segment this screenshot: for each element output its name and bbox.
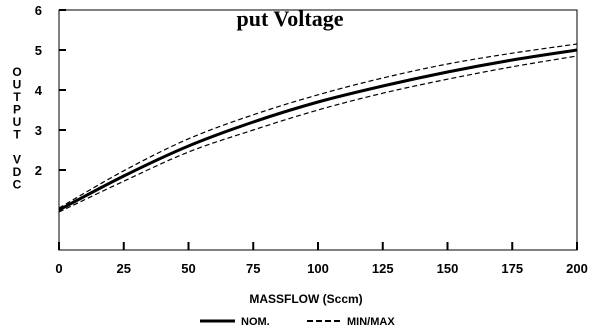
y-tick-label: 6 <box>35 3 42 18</box>
y-tick-label: 5 <box>35 43 42 58</box>
x-tick-label: 75 <box>246 261 260 276</box>
series-nom-line <box>58 48 578 212</box>
x-tick-label: 175 <box>501 261 523 276</box>
plot-area <box>58 9 578 251</box>
legend-minmax-label: MIN/MAX <box>347 316 395 327</box>
y-axis-label-char: U <box>13 115 22 129</box>
x-tick-label: 200 <box>566 261 588 276</box>
y-axis-label-char: D <box>13 165 22 179</box>
y-axis-label-char: V <box>13 153 21 167</box>
y-axis-label-char: T <box>13 128 21 142</box>
legend: NOM. MIN/MAX <box>200 316 395 327</box>
series-minmax-line-1 <box>58 43 578 209</box>
y-tick-label: 4 <box>35 83 43 98</box>
y-axis-label-char: T <box>13 90 21 104</box>
x-tick-label: 100 <box>307 261 329 276</box>
x-ticks: 0 25 50 75 100 125 150 175 200 <box>55 242 588 276</box>
y-axis-label-char: C <box>13 178 22 192</box>
series-minmax-line-2 <box>58 55 578 213</box>
x-tick-label: 125 <box>372 261 394 276</box>
y-tick-label: 3 <box>35 123 42 138</box>
y-axis-label-char: O <box>12 65 21 79</box>
x-axis-title: MASSFLOW (Sccm) <box>249 292 362 306</box>
y-tick-label: 2 <box>35 163 42 178</box>
y-axis-label-char: U <box>13 78 22 92</box>
y-axis-label-char: P <box>13 103 21 117</box>
series-layer <box>58 43 578 213</box>
y-ticks: 2 3 4 5 6 <box>35 3 66 178</box>
x-tick-label: 25 <box>117 261 131 276</box>
x-tick-label: 150 <box>437 261 459 276</box>
legend-nom-label: NOM. <box>241 316 270 327</box>
x-tick-label: 0 <box>55 261 62 276</box>
x-tick-label: 50 <box>181 261 195 276</box>
